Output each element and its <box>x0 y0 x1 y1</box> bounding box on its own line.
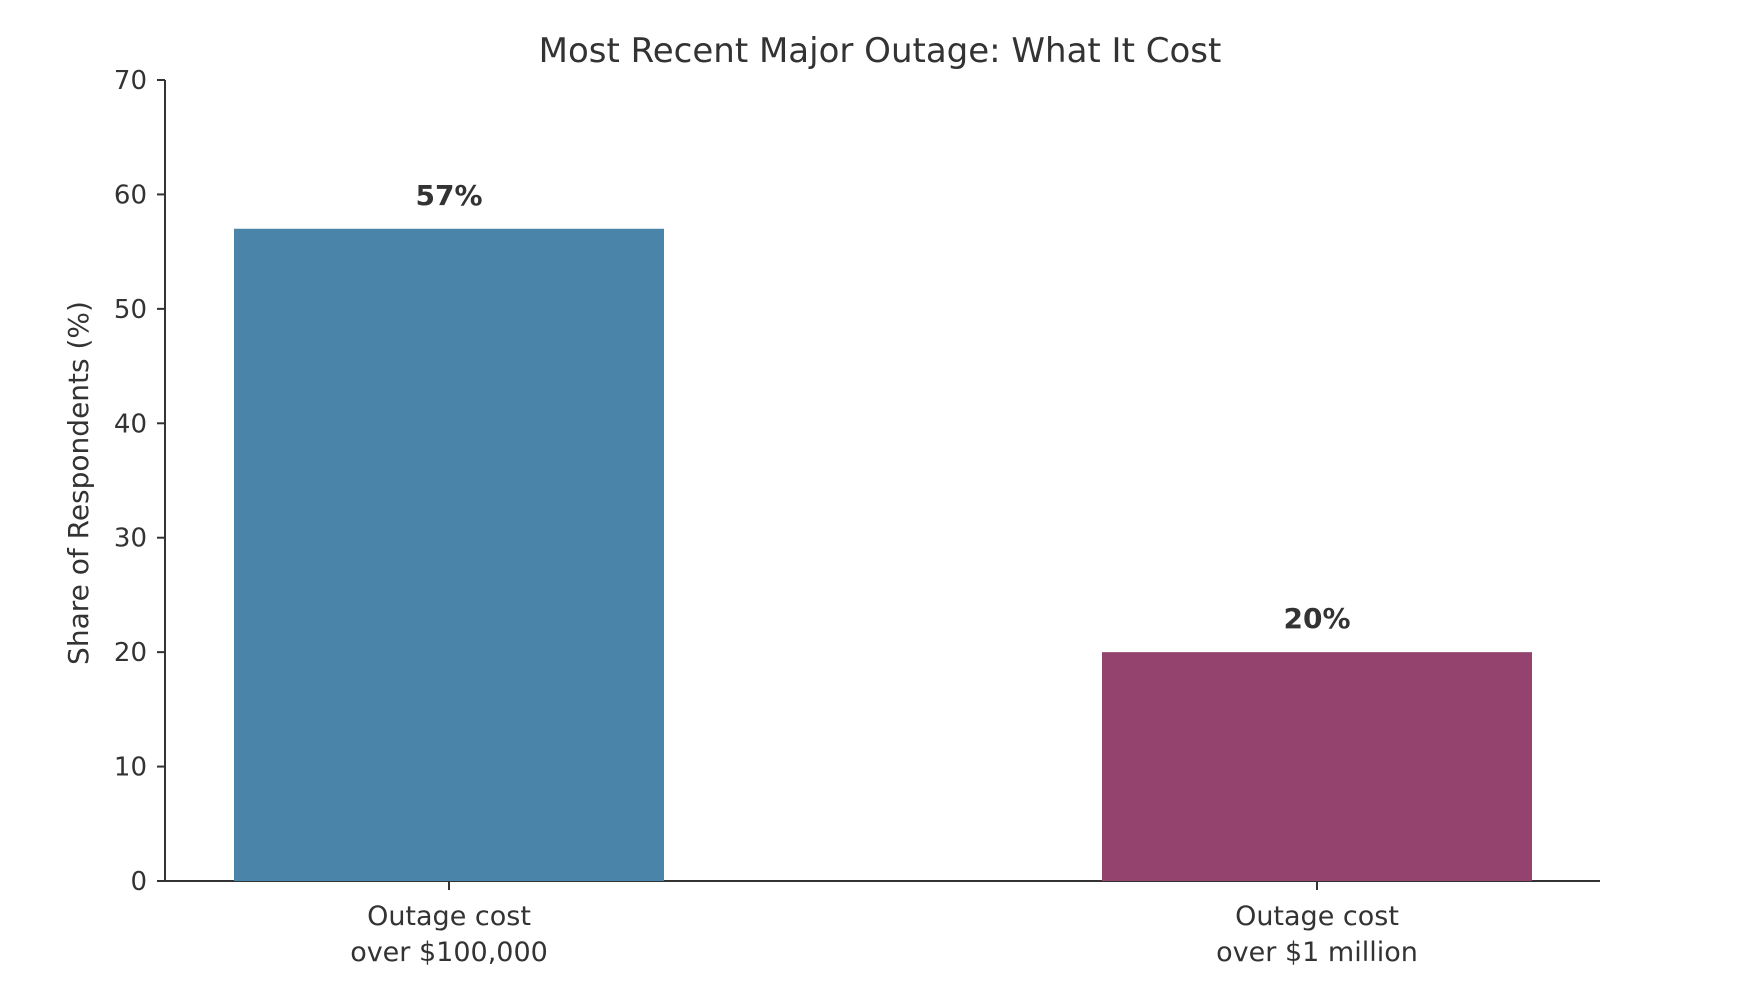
y-axis-label: Share of Respondents (%) <box>62 301 95 665</box>
y-tick-label: 60 <box>114 180 147 210</box>
chart-title: Most Recent Major Outage: What It Cost <box>539 31 1222 71</box>
data-label: 20% <box>1283 602 1350 635</box>
x-tick-label-line: over $1 million <box>1216 937 1418 968</box>
data-label: 57% <box>415 179 482 212</box>
y-tick-label: 50 <box>114 295 147 325</box>
bar <box>1102 652 1532 881</box>
y-tick-label: 20 <box>114 638 147 668</box>
x-tick-label-line: Outage cost <box>1235 901 1399 932</box>
x-tick-label: Outage cost over $100,000 <box>350 901 548 968</box>
x-tick-label-line: over $100,000 <box>350 937 548 968</box>
bar <box>234 228 664 881</box>
y-tick-label: 70 <box>114 66 147 96</box>
y-tick-label: 30 <box>114 524 147 554</box>
x-tick-label: Outage cost over $1 million <box>1216 901 1418 968</box>
x-tick-label-line: Outage cost <box>367 901 531 932</box>
y-tick-label: 0 <box>130 867 147 897</box>
y-tick-label: 10 <box>114 753 147 783</box>
plot-area: 0 10 20 30 40 50 60 70 57% Outage cost over $100,0… <box>114 66 1600 968</box>
y-tick-label: 40 <box>114 409 147 439</box>
